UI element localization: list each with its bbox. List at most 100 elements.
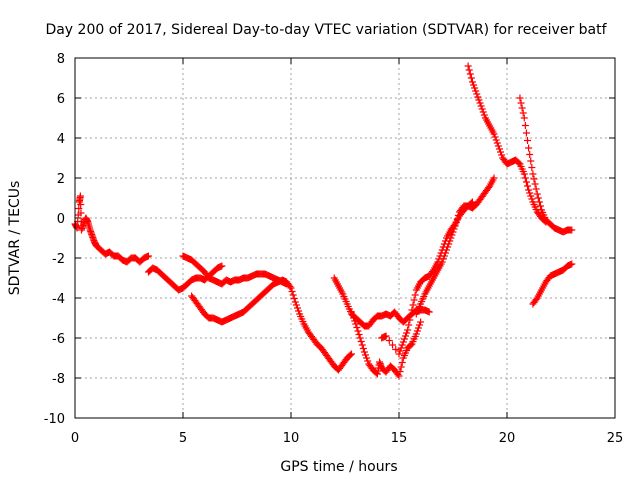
data-point xyxy=(351,317,359,325)
data-point xyxy=(466,70,474,78)
data-point xyxy=(450,225,458,233)
data-point xyxy=(392,346,400,353)
data-point xyxy=(398,341,406,349)
data-point xyxy=(495,145,503,153)
data-point xyxy=(453,215,461,223)
data-point xyxy=(527,157,535,165)
chart-title: Day 200 of 2017, Sidereal Day-to-day VTE… xyxy=(45,22,607,38)
data-point xyxy=(470,81,478,89)
data-point xyxy=(528,195,536,203)
data-point xyxy=(389,341,397,349)
data-point xyxy=(414,324,422,332)
data-point xyxy=(350,314,358,322)
y-tick-label: -6 xyxy=(52,332,65,347)
data-point xyxy=(477,102,485,110)
data-point xyxy=(440,252,448,260)
data-point xyxy=(475,96,483,104)
y-tick-label: 4 xyxy=(57,132,65,147)
data-point xyxy=(357,338,365,345)
data-point xyxy=(516,94,524,102)
data-point xyxy=(363,354,371,362)
data-point xyxy=(448,231,456,239)
data-point xyxy=(401,332,409,340)
data-point xyxy=(346,351,354,359)
data-point xyxy=(533,190,541,198)
data-point xyxy=(77,201,85,208)
data-point xyxy=(534,194,542,202)
y-axis-label: SDTVAR / TECUs xyxy=(7,181,23,296)
x-tick-label: 5 xyxy=(179,431,187,446)
data-point xyxy=(517,99,525,107)
data-points xyxy=(71,62,576,380)
x-tick-label: 15 xyxy=(391,431,408,446)
data-point xyxy=(497,148,505,156)
data-point xyxy=(480,111,488,119)
data-point xyxy=(353,324,361,331)
data-point xyxy=(490,174,498,182)
data-point xyxy=(529,170,537,178)
data-point xyxy=(352,320,360,328)
data-point xyxy=(494,142,502,150)
data-point xyxy=(75,205,83,212)
y-tick-label: -10 xyxy=(44,412,65,427)
data-point xyxy=(404,326,412,334)
data-point xyxy=(295,307,303,315)
data-point xyxy=(407,311,415,319)
data-point xyxy=(535,198,543,206)
data-point xyxy=(362,351,370,359)
data-point xyxy=(492,136,500,144)
data-point xyxy=(527,192,535,200)
data-point xyxy=(409,301,417,309)
data-point xyxy=(408,306,416,314)
data-point xyxy=(525,144,533,152)
data-point xyxy=(425,308,433,316)
y-tick-label: 8 xyxy=(57,52,65,67)
y-tick-label: -4 xyxy=(52,292,65,307)
x-tick-labels: 0 5 10 15 20 25 xyxy=(71,431,623,446)
data-point xyxy=(77,209,85,217)
data-point xyxy=(396,347,404,355)
data-point xyxy=(144,252,152,260)
data-point xyxy=(479,108,487,116)
data-point xyxy=(532,185,540,193)
data-point xyxy=(536,202,544,210)
data-point xyxy=(446,237,454,245)
data-point xyxy=(291,298,299,306)
data-point xyxy=(354,327,362,335)
data-point xyxy=(399,338,407,346)
data-point xyxy=(465,66,473,74)
data-point xyxy=(445,240,453,248)
data-point xyxy=(76,192,84,200)
data-point xyxy=(522,178,530,186)
data-point xyxy=(525,186,533,194)
grid xyxy=(75,58,615,418)
data-point xyxy=(382,332,390,340)
data-point xyxy=(451,222,459,230)
data-point xyxy=(288,288,296,295)
plot-frame xyxy=(74,57,616,419)
data-point xyxy=(468,198,476,206)
data-point xyxy=(452,219,460,226)
data-point xyxy=(467,199,475,207)
x-tick-label: 25 xyxy=(607,431,624,446)
data-point xyxy=(474,93,482,101)
data-point xyxy=(441,249,449,257)
data-point xyxy=(471,84,479,92)
y-tick-labels: -10 -8 -6 -4 -2 0 2 4 6 8 xyxy=(44,52,65,427)
data-point xyxy=(413,327,421,335)
data-point xyxy=(347,350,355,358)
data-point xyxy=(410,296,418,304)
data-point xyxy=(292,301,300,309)
data-point xyxy=(412,330,420,338)
data-point xyxy=(218,262,226,270)
data-point xyxy=(359,345,367,352)
x-tick-label: 20 xyxy=(499,431,516,446)
data-point xyxy=(360,348,368,356)
data-point xyxy=(464,62,472,70)
data-point xyxy=(395,372,403,380)
data-point xyxy=(398,359,406,366)
data-point xyxy=(468,78,476,86)
data-point xyxy=(467,74,475,82)
y-tick-label: -2 xyxy=(52,252,65,267)
